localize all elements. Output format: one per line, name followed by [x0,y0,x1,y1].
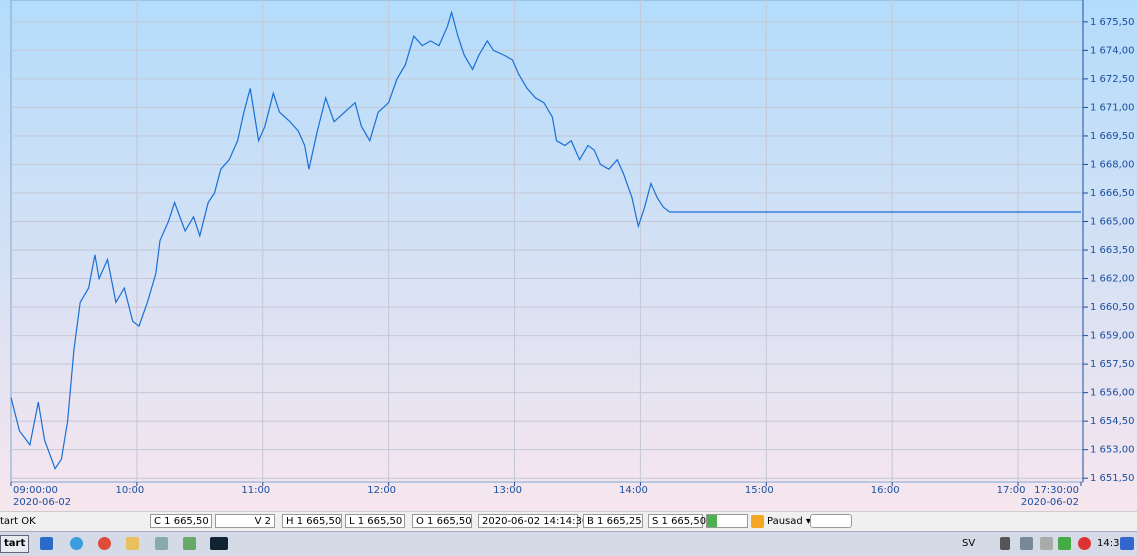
browser-icon[interactable] [70,537,83,550]
x-tick-label: 16:00 [871,485,900,496]
pause-dropdown[interactable]: Pausad ▾ [767,516,811,527]
language[interactable]: SV [962,538,976,549]
y-tick-label: 1 672,50 [1090,74,1135,85]
field-sell: S 1 665,50 [648,514,706,528]
field-high: H 1 665,50 [282,514,342,528]
tray-icon[interactable] [1078,537,1091,550]
tray-icon[interactable] [1040,537,1053,550]
pause-box[interactable] [810,514,852,528]
app-icon[interactable] [183,537,196,550]
x-tick-label: 11:00 [241,485,270,496]
y-tick-label: 1 669,50 [1090,131,1135,142]
app-icon[interactable] [40,537,53,550]
field-time: 2020-06-02 14:14:30 [478,514,588,528]
y-tick-label: 1 654,50 [1090,416,1135,427]
y-tick-label: 1 665,00 [1090,217,1135,228]
folder-icon[interactable] [126,537,139,550]
y-tick-label: 1 674,00 [1090,45,1135,56]
x-tick-label: 09:00:00 [13,485,58,496]
end-date: 2020-06-02 [1021,497,1079,508]
y-tick-label: 1 662,00 [1090,274,1135,285]
x-tick-label: 15:00 [745,485,774,496]
pause-label: Pausad [767,516,803,527]
y-tick-label: 1 668,00 [1090,159,1135,170]
y-tick-label: 1 659,00 [1090,331,1135,342]
chart-background [0,0,1137,511]
field-low: L 1 665,50 [345,514,405,528]
y-tick-label: 1 651,50 [1090,473,1135,484]
x-tick-label: 13:00 [493,485,522,496]
x-tick-label: 10:00 [115,485,144,496]
show-desktop[interactable] [1120,537,1134,550]
y-tick-label: 1 660,50 [1090,302,1135,313]
x-tick-label: 12:00 [367,485,396,496]
field-open: O 1 665,50 [412,514,472,528]
field-close: C 1 665,50 [150,514,212,528]
taskbar: tart SV 14:34 [0,531,1137,556]
tray-icon[interactable] [1000,537,1010,550]
y-tick-label: 1 675,50 [1090,17,1135,28]
tray-icon[interactable] [1058,537,1071,550]
field-volume: V 2 [215,514,275,528]
price-line [10,10,1081,471]
y-tick-label: 1 671,00 [1090,102,1135,113]
x-tick-label: 17:30:00 [1034,485,1079,496]
clock: 14:34 [1097,538,1126,549]
y-tick-label: 1 666,50 [1090,188,1135,199]
chart-app-icon[interactable] [210,537,228,550]
rss-icon [751,515,764,528]
chart: 1 651,50 1 653,00 1 654,50 1 656,00 1 657,50… [0,0,1137,511]
start-date: 2020-06-02 [13,497,71,508]
x-tick-label: 17:00 [997,485,1026,496]
status-bar: tart OK C 1 665,50 V 2 H 1 665,50 L 1 66… [0,511,1137,532]
start-button[interactable]: tart [0,535,30,553]
field-bid: B 1 665,25 [583,514,643,528]
app-icon[interactable] [155,537,168,550]
x-tick-label: 14:00 [619,485,648,496]
status-message: tart OK [0,516,36,527]
connection-indicator [706,514,748,528]
y-tick-label: 1 656,00 [1090,388,1135,399]
y-tick-label: 1 663,50 [1090,245,1135,256]
y-tick-label: 1 657,50 [1090,359,1135,370]
y-tick-label: 1 653,00 [1090,445,1135,456]
tray-icon[interactable] [1020,537,1033,550]
chrome-icon[interactable] [98,537,111,550]
